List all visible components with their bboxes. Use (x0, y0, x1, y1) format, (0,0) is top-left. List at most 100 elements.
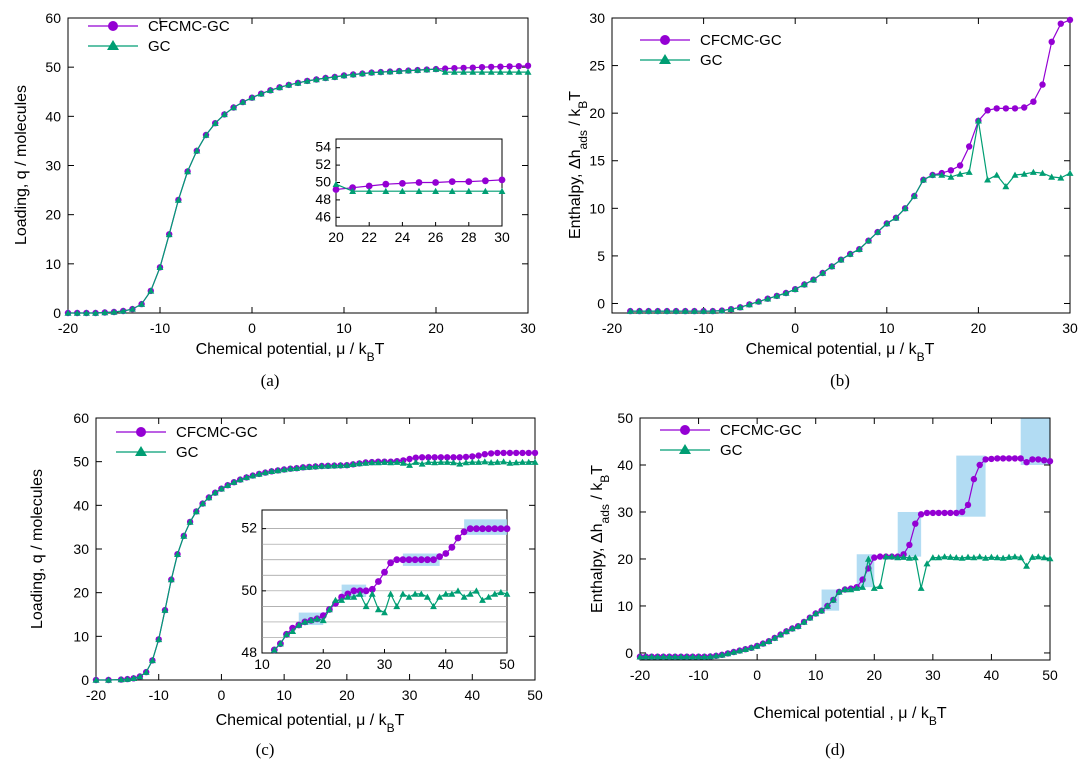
legend-label: CFCMC-GC (700, 32, 782, 49)
gc-series-point (636, 307, 643, 314)
legend-circle-marker (680, 425, 690, 435)
gc-series-point (938, 171, 946, 178)
cfcmc-series-point (966, 143, 973, 150)
gc-series-point (819, 269, 827, 276)
gc-series-point (374, 459, 382, 466)
gc-series-point (947, 173, 955, 180)
gc-series-point (359, 70, 366, 77)
cfcmc-series-point (1035, 456, 1042, 463)
gc-series-point (243, 473, 250, 481)
x-tick-label: 10 (336, 320, 352, 336)
cfcmc-series-point (524, 62, 532, 69)
gc-series-point (211, 119, 219, 126)
gc-series-point (299, 463, 307, 471)
cfcmc-series-point (460, 64, 467, 72)
x-tick-label: 0 (753, 667, 761, 683)
x-tick-label: 20 (428, 320, 444, 336)
gc-series-point (255, 470, 263, 477)
gc-series-point (343, 461, 351, 468)
inset-gc-series-point (465, 187, 473, 194)
gc-series-point (156, 263, 164, 270)
inset-cfcmc-series-point (405, 556, 413, 564)
gc-series-point (211, 489, 219, 496)
cfcmc-series-point (1048, 38, 1055, 45)
inset-gc-series-point (460, 593, 468, 600)
gc-series-point (496, 68, 504, 75)
gc-series-point (917, 584, 925, 591)
inset-x-tick-label: 26 (428, 229, 444, 245)
inset-cfcmc-series-point (432, 179, 439, 186)
gc-series-point (193, 147, 201, 154)
gc-series-point (110, 308, 118, 315)
gc-series-point (1046, 555, 1054, 562)
inset-gc-series-point (491, 590, 499, 597)
inset-cfcmc-series-point (448, 543, 456, 551)
cfcmc-series-point (481, 451, 488, 458)
gc-series-point (119, 307, 127, 314)
inset-y-tick-label: 46 (315, 208, 331, 224)
cfcmc-series-point (431, 454, 438, 461)
cfcmc-series-point (444, 454, 451, 461)
gc-series-point (888, 553, 896, 560)
inset-y-tick-label: 54 (315, 139, 331, 155)
gc-series-point (117, 676, 125, 683)
inset-gc-series-point (319, 616, 327, 624)
gc-series-point (224, 481, 232, 488)
cfcmc-series-point (525, 449, 532, 457)
gc-series-point (368, 69, 376, 76)
y-axis-label: Enthalpy, Δhads / kBT (567, 91, 590, 239)
gc-series-point (424, 458, 432, 465)
inset-gc-series-point (448, 590, 456, 597)
cfcmc-series-point (1046, 458, 1054, 465)
gc-series-point (423, 66, 431, 73)
y-tick-label: 30 (73, 541, 89, 557)
gc-series-point (92, 309, 99, 316)
gc-series-point (475, 458, 482, 465)
gc-series-point (993, 554, 1001, 561)
gc-series-point (984, 176, 991, 183)
inset-gc-series-point (374, 606, 382, 613)
gc-series-point (460, 68, 467, 75)
gc-series-point (982, 554, 989, 561)
y-tick-label: 30 (45, 158, 61, 174)
legend-triangle-marker (659, 54, 671, 64)
y-axis-label-tail: / k (589, 482, 606, 504)
y-axis-label-sub: ads (576, 130, 590, 149)
gc-series-point (829, 596, 837, 603)
gc-series-point (337, 461, 344, 469)
gc-series-point (456, 460, 464, 467)
gc-series-point (724, 650, 732, 657)
inset-gc-series-point (270, 646, 278, 653)
inset-gc-series-point (349, 187, 357, 194)
x-axis-label-main: Chemical potential , μ / k (753, 705, 930, 722)
highlight-box (897, 511, 922, 557)
gc-series-point (230, 478, 238, 485)
y-tick-label: 40 (45, 108, 61, 124)
gc-series-point (266, 86, 274, 93)
gc-series-point (782, 289, 790, 296)
x-tick-label: 20 (339, 687, 355, 703)
cfcmc-series-point (1057, 20, 1065, 27)
gc-series-point (386, 68, 394, 75)
inset-gc-series-point (332, 596, 339, 603)
cfcmc-series-point (984, 107, 991, 114)
y-tick-label: 20 (73, 585, 89, 601)
y-tick-label: 30 (589, 10, 605, 26)
gc-series-point (911, 554, 919, 561)
gc-series-point (167, 576, 175, 583)
x-tick-label: 10 (879, 320, 895, 336)
y-tick-label: 5 (597, 248, 605, 264)
gc-series-point (414, 66, 422, 73)
gc-series-point (1029, 168, 1037, 175)
gc-series-point (1020, 170, 1028, 177)
y-tick-label: 0 (597, 295, 605, 311)
gc-series-point (753, 642, 761, 649)
gc-series-point (952, 554, 960, 561)
y-tick-label: 20 (45, 207, 61, 223)
inset-gc-series-point (466, 590, 474, 597)
inset-gc-series-point (454, 587, 462, 594)
gc-series-point (730, 648, 738, 655)
inset-y-tick-label: 52 (241, 520, 257, 536)
inset-cfcmc-series-point (485, 525, 492, 533)
